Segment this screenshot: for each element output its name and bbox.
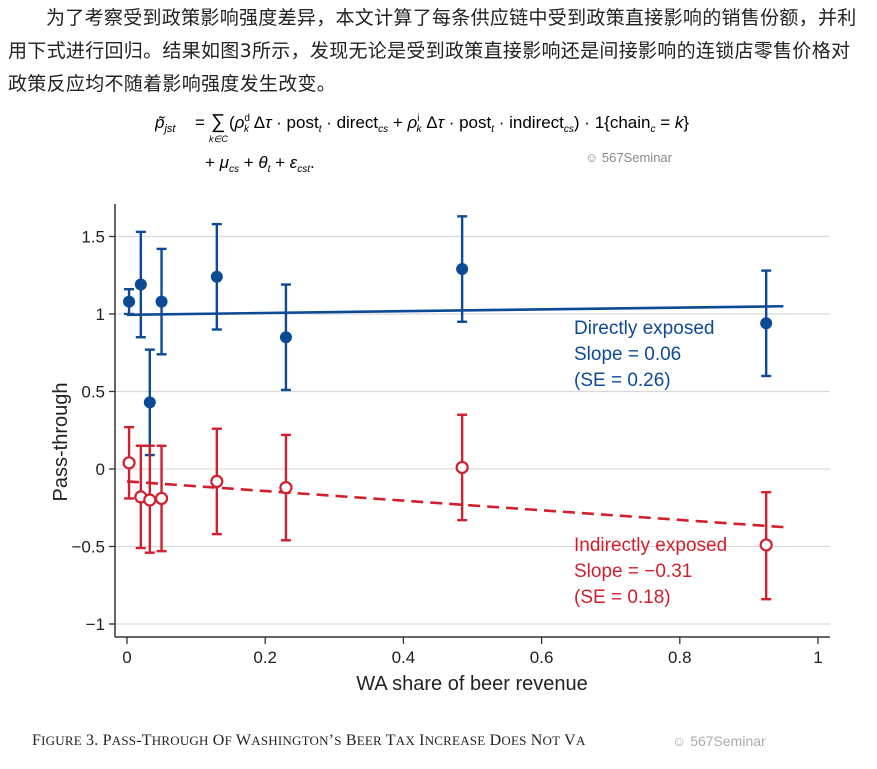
x-tick-label: 1: [813, 648, 822, 667]
data-point: [122, 456, 136, 470]
y-tick-label: 1.5: [81, 228, 105, 247]
data-point: [759, 538, 773, 552]
grid-lines: [115, 235, 830, 625]
series-annotation: Slope = −0.31: [574, 561, 692, 582]
x-tick-label: 0: [122, 648, 131, 667]
data-point: [279, 481, 293, 495]
x-tick-label: 0.6: [530, 648, 554, 667]
data-point: [123, 295, 136, 308]
x-axis-label: WA share of beer revenue: [356, 673, 588, 695]
y-tick-label: −1: [86, 615, 105, 634]
data-point: [455, 460, 469, 475]
caption-text: FIGURE 3. PASS-THROUGH OF WASHINGTON’S B…: [32, 732, 586, 749]
series-annotation: Slope = 0.06: [574, 344, 681, 365]
data-point: [456, 263, 469, 276]
svg-text:+ μcs + θt + εcst.: + μcs + θt + εcst.: [205, 153, 315, 175]
fit-line: [126, 480, 784, 529]
x-tick-label: 0.8: [668, 648, 692, 667]
series-indirectly-exposed: Indirectly exposed Slope = −0.31 (SE = 0.1…: [122, 413, 784, 608]
y-tick-label: −0.5: [71, 538, 105, 557]
series-layer: Directly exposed Slope = 0.06 (SE = 0.26) I…: [122, 215, 784, 608]
data-point: [143, 396, 156, 409]
data-point: [154, 491, 169, 506]
x-tick-label: 0.4: [392, 648, 416, 667]
svg-text:k∈C: k∈C: [209, 134, 228, 144]
watermark: ☺ 567Seminar: [585, 150, 672, 165]
formula-line-2: + μcs + θt + εcst.: [205, 150, 405, 185]
data-point: [155, 295, 168, 308]
formula-line-2-render: + μcs + θt + εcst.: [205, 153, 315, 175]
data-point: [210, 474, 224, 488]
series-annotation: (SE = 0.26): [574, 370, 671, 391]
y-tick-label: 0.5: [81, 383, 105, 402]
caption-watermark: ☺ 567Seminar: [672, 733, 766, 749]
svg-text:p̃jst: p̃jst: [155, 113, 176, 135]
axes: −1 −0.5 0 0.5 1 1.5 0 0.2 0.4 0.6 0.8 1: [71, 204, 830, 667]
body-paragraph: 为了考察受到政策影响强度差异，本文计算了每条供应链中受到政策直接影响的销售份额，…: [8, 2, 868, 101]
svg-text:=: =: [195, 113, 205, 132]
formula-line-1-render: p̃jst = ∑ k∈C (ρd k Δτ · postt · directcs…: [154, 111, 689, 144]
series-directly-exposed: Directly exposed Slope = 0.06 (SE = 0.26): [123, 215, 784, 457]
data-point: [210, 270, 223, 283]
svg-text:∑: ∑: [211, 111, 225, 133]
y-axis-label: Pass-through: [50, 383, 72, 502]
data-point: [760, 317, 773, 330]
y-tick-label: 0: [96, 460, 105, 479]
watermark-text: 567Seminar: [601, 150, 672, 165]
fit-line: [126, 304, 784, 317]
data-point: [279, 331, 292, 344]
figure-caption: FIGURE 3. PASS-THROUGH OF WASHINGTON’S B…: [32, 732, 586, 750]
series-annotation: Directly exposed: [574, 318, 714, 339]
series-annotation: (SE = 0.18): [574, 587, 671, 608]
caption-watermark-text: 567Seminar: [690, 733, 766, 749]
data-point: [134, 278, 147, 291]
series-annotation: Indirectly exposed: [574, 535, 727, 556]
regression-formula: p̃jst = ∑ k∈C (ρd k Δτ · postt · directcs…: [0, 100, 877, 180]
paragraph-text: 为了考察受到政策影响强度差异，本文计算了每条供应链中受到政策直接影响的销售份额，…: [8, 7, 857, 95]
data-point: [143, 493, 157, 507]
formula-line-1: p̃jst = ∑ k∈C (ρd k Δτ · postt · directcs…: [154, 108, 715, 153]
y-tick-label: 1: [96, 305, 105, 324]
x-tick-label: 0.2: [253, 648, 277, 667]
pass-through-chart: −1 −0.5 0 0.5 1 1.5 0 0.2 0.4 0.6 0.8 1 Directly ex…: [50, 204, 830, 695]
svg-text:(ρdk Δτ · postt · directcs + ρ: (ρd k Δτ · postt · directcs + ρi k Δτ · po…: [229, 113, 689, 135]
